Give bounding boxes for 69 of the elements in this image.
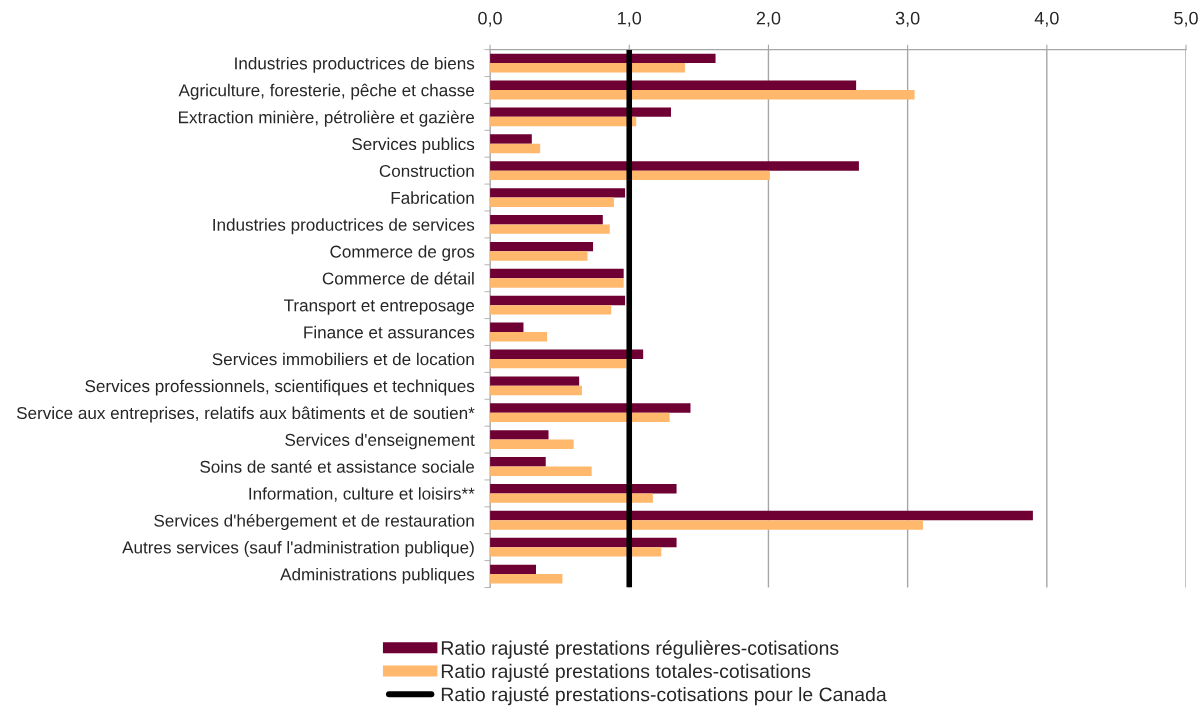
bar (490, 510, 1033, 521)
x-tick-label: 5,0 (1174, 11, 1198, 27)
y-tick-label: Services immobiliers et de location (212, 352, 474, 366)
y-tick-label: Extraction minière, pétrolière et gazière (179, 110, 475, 127)
bar (490, 143, 541, 154)
bar (490, 493, 653, 503)
y-tick-label: Soins de santé et assistance sociale (200, 460, 475, 473)
y-tick-label: Commerce de gros (330, 245, 475, 262)
bar (490, 268, 624, 279)
bar (490, 116, 637, 127)
bar (490, 547, 662, 557)
y-tick-label: Industries productrices de biens (235, 56, 475, 73)
legend-label: Ratio rajusté prestations régulières-cotisations (441, 640, 839, 659)
bar (490, 520, 923, 530)
bar (490, 295, 626, 306)
bar (490, 134, 532, 144)
x-tick-label: 4,0 (1034, 11, 1059, 27)
bar (490, 107, 671, 117)
bar (490, 170, 770, 181)
y-tick-label: Industries productrices de services (213, 218, 475, 235)
bar (490, 241, 594, 252)
bar (490, 53, 716, 64)
bar (490, 63, 685, 73)
bar (490, 197, 614, 207)
bar (490, 322, 524, 333)
y-tick-label: Service aux entreprises, relatifs aux bâtiments et de soutien* (16, 406, 475, 423)
bar (490, 376, 580, 386)
legend-label: Ratio rajusté prestations totales-cotisations (441, 663, 811, 682)
bar (490, 358, 627, 369)
bar (490, 537, 677, 548)
bar (490, 430, 549, 440)
y-tick-label: Services d'hébergement et de restauration (154, 513, 474, 531)
bar (490, 251, 588, 261)
y-tick-label: Commerce de détail (322, 271, 474, 285)
x-tick-label: 2,0 (756, 11, 781, 27)
x-tick-label: 3,0 (895, 11, 920, 27)
bar (490, 457, 546, 467)
bar (490, 483, 677, 494)
bar (490, 439, 574, 450)
y-tick-label: Information, culture et loisirs** (249, 487, 475, 502)
y-tick-label: Services publics (352, 137, 475, 154)
y-tick-label: Fabrication (391, 191, 474, 204)
bar (490, 349, 644, 359)
y-tick-label: Autres services (sauf l'administration publique) (122, 540, 474, 557)
bar (490, 161, 859, 171)
bar (490, 466, 592, 476)
bar (490, 80, 857, 90)
bar (490, 564, 536, 575)
bar (490, 574, 563, 584)
y-tick-label: Administrations publiques (280, 567, 475, 584)
y-tick-label: Services d'enseignement (285, 433, 475, 450)
y-tick-label: Agriculture, foresterie, pêche et chasse (178, 83, 475, 100)
bar (490, 385, 582, 396)
y-tick-label: Finance et assurances (304, 325, 475, 339)
bar (490, 89, 915, 100)
bar (490, 412, 670, 423)
bar (490, 278, 624, 288)
y-tick-label: Construction (379, 164, 474, 178)
y-tick-label: Services professionnels, scientifiques et techniques (85, 379, 475, 396)
bar (490, 305, 612, 315)
bar (490, 403, 691, 413)
x-tick-label: 1,0 (618, 11, 642, 27)
legend-label: Ratio rajusté prestations-cotisations pour le Canada (441, 686, 887, 706)
bar (490, 215, 603, 225)
y-tick-label: Transport et entreposage (283, 299, 475, 315)
bar (490, 224, 610, 234)
bar (490, 188, 626, 198)
x-tick-label: 0,0 (478, 11, 502, 27)
bar (490, 332, 548, 342)
